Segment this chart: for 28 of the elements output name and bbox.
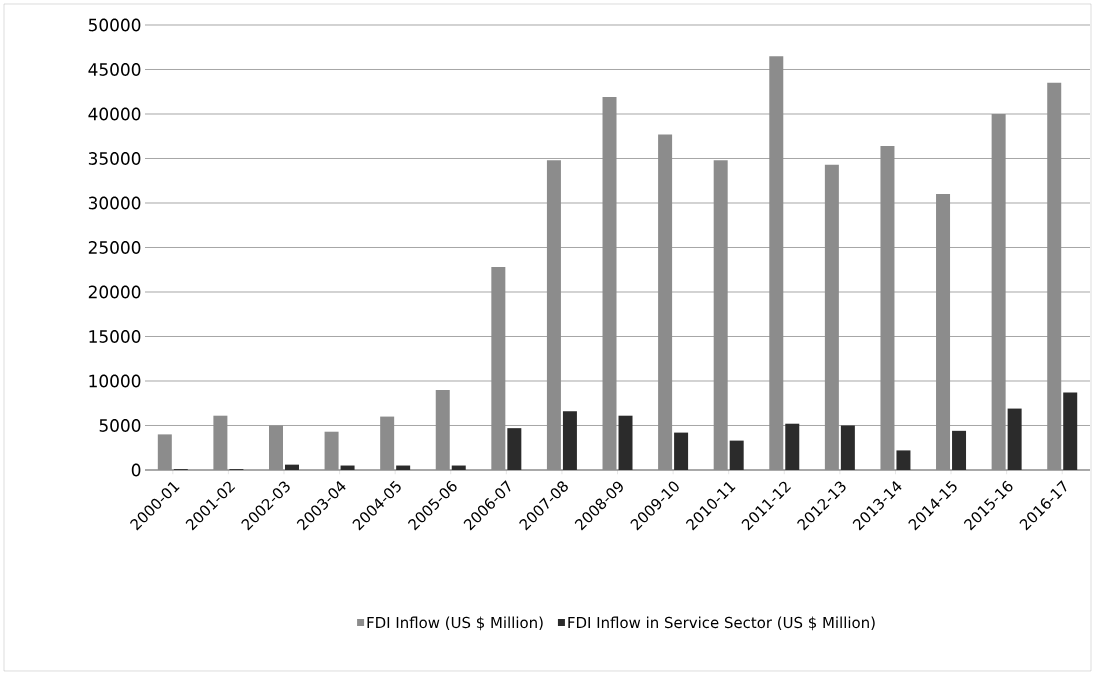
y-tick-label: 5000 bbox=[99, 419, 141, 432]
legend-label: FDI Inflow in Service Sector (US $ Million) bbox=[568, 616, 875, 631]
bar bbox=[618, 415, 633, 470]
bar bbox=[507, 428, 522, 470]
y-tick-label: 50000 bbox=[88, 18, 141, 32]
bar bbox=[284, 464, 299, 470]
bar bbox=[840, 425, 855, 470]
y-tick-label: 25000 bbox=[88, 241, 141, 254]
y-tick-label: 10000 bbox=[89, 374, 141, 388]
y-tick-label: 15000 bbox=[89, 330, 141, 343]
y-tick-label: 30000 bbox=[88, 196, 141, 210]
y-tick-label: 40000 bbox=[88, 107, 141, 121]
bar bbox=[396, 465, 411, 470]
bar bbox=[674, 432, 689, 470]
bar bbox=[729, 440, 744, 470]
bar bbox=[340, 465, 355, 470]
bar bbox=[1063, 392, 1078, 470]
bar bbox=[896, 450, 911, 470]
y-tick-label: 0 bbox=[131, 463, 141, 477]
bar bbox=[451, 465, 466, 470]
legend-label: FDI Inflow (US $ Million) bbox=[367, 616, 543, 631]
y-tick-label: 35000 bbox=[88, 152, 141, 165]
bar bbox=[785, 423, 800, 470]
bar bbox=[952, 430, 967, 470]
y-tick-label: 45000 bbox=[88, 63, 141, 76]
bar bbox=[562, 411, 577, 470]
bar bbox=[1007, 408, 1022, 470]
y-tick-label: 20000 bbox=[88, 285, 141, 299]
